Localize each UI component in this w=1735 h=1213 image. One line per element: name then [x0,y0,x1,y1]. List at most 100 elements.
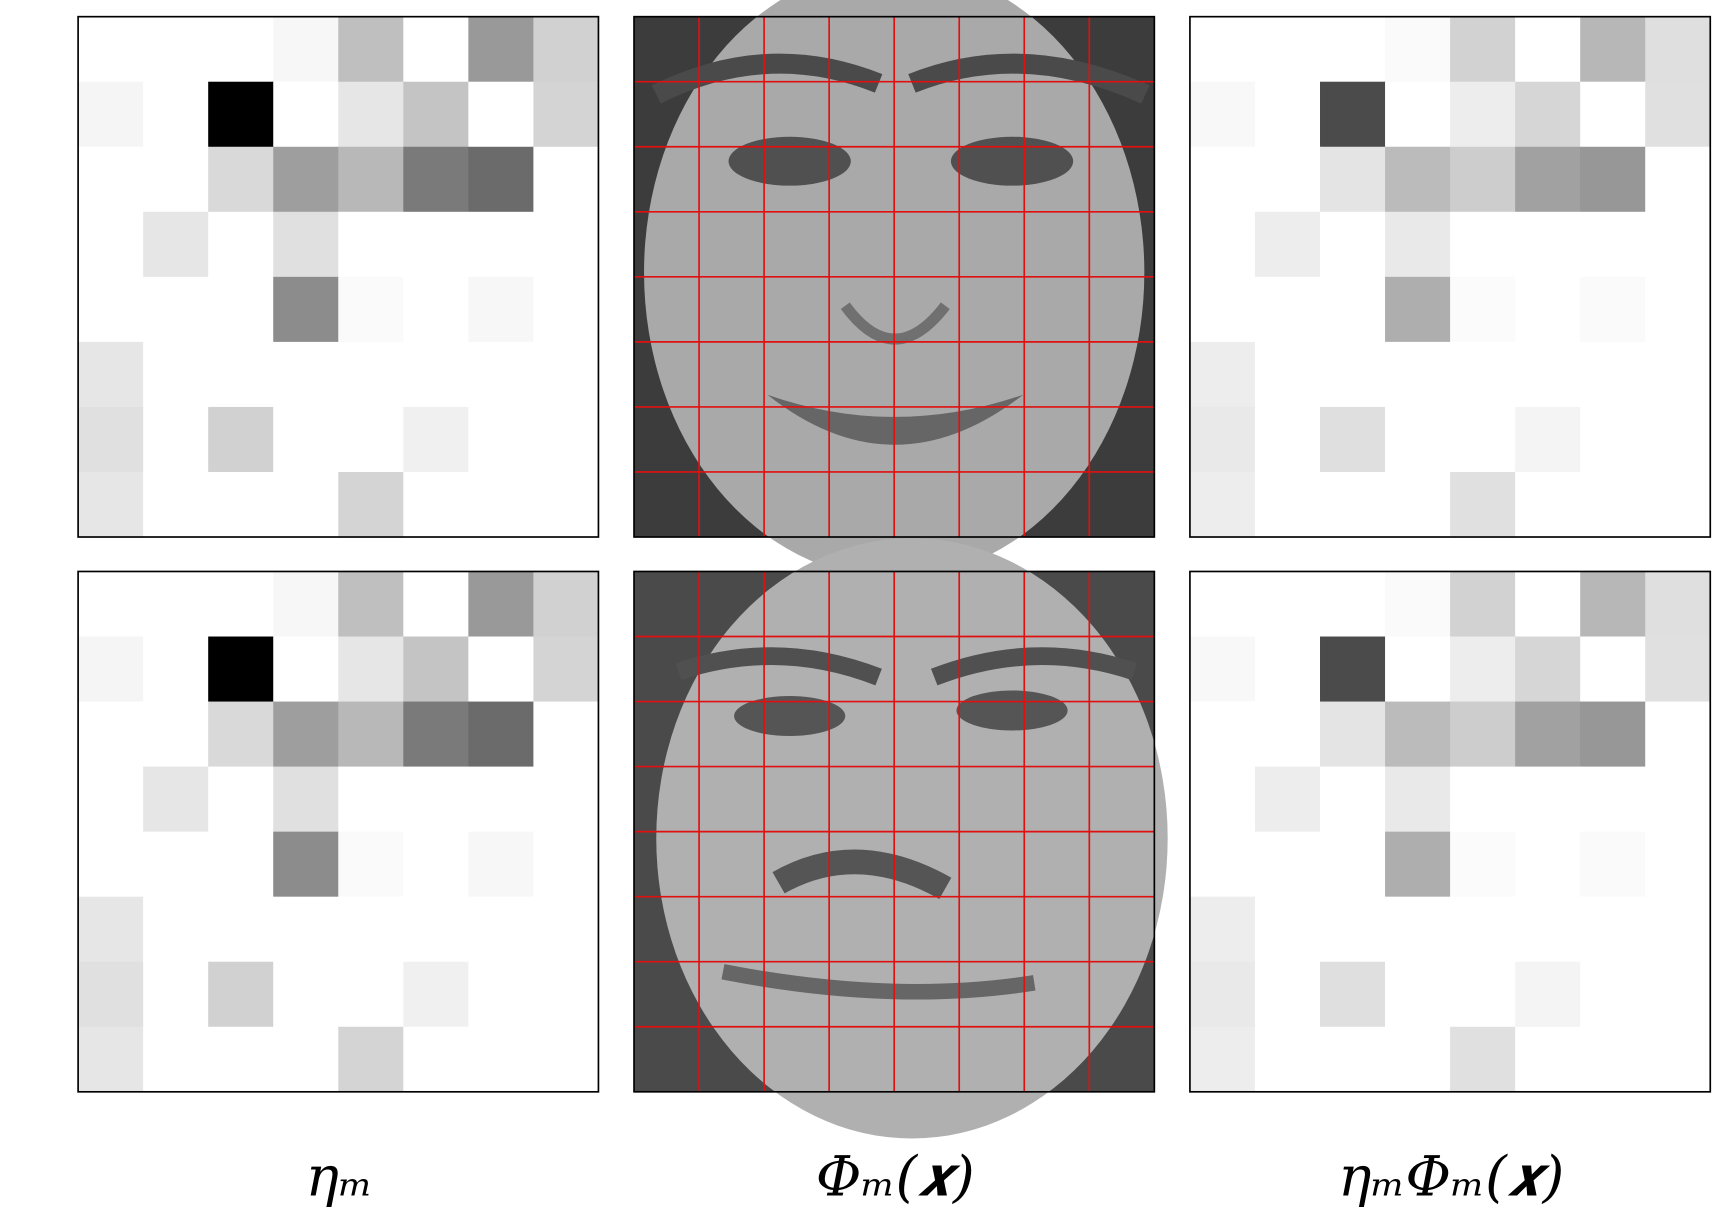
weight-cell [143,637,209,703]
product-cell [1385,472,1451,538]
product-cell [1645,277,1711,343]
weight-cell [208,962,274,1028]
product-cell [1580,17,1646,83]
weight-cell [533,342,599,408]
weight-cell [533,472,599,538]
product-cell [1515,472,1581,538]
weight-cell [468,962,534,1028]
weight-cell [338,571,404,637]
weight-cell [338,767,404,833]
product-cell [1255,472,1321,538]
weight-cell [468,767,534,833]
weight-cell [468,407,534,473]
weight-cell [273,1027,339,1093]
weight-cell [143,472,209,538]
product-cell [1580,767,1646,833]
weight-cell [143,1027,209,1093]
product-cell [1320,962,1386,1028]
weight-cell [468,571,534,637]
product-cell [1645,962,1711,1028]
product-cell [1255,702,1321,768]
weight-cell [208,17,274,83]
weight-cell [533,767,599,833]
product-cell [1190,832,1256,898]
weight-cell [78,212,144,278]
product-cell [1580,342,1646,408]
product-cell [1450,1027,1516,1093]
product-cell [1645,17,1711,83]
product-cell [1385,277,1451,343]
product-cell [1385,571,1451,637]
weight-cell [78,767,144,833]
product-cell [1190,147,1256,213]
product-cell [1515,277,1581,343]
product-cell [1255,82,1321,148]
product-cell [1580,702,1646,768]
product-cell [1385,702,1451,768]
product-cell [1645,1027,1711,1093]
product-cell [1450,702,1516,768]
product-cell [1450,571,1516,637]
product-cell [1255,212,1321,278]
product-cell [1515,767,1581,833]
weight-cell [143,962,209,1028]
weight-cell [208,407,274,473]
weight-cell [533,17,599,83]
weight-cell [533,637,599,703]
product-cell [1320,897,1386,963]
product-cell [1450,277,1516,343]
weight-cell [273,897,339,963]
product-cell [1580,82,1646,148]
weight-cell [78,1027,144,1093]
weight-cell [403,767,469,833]
weight-cell [468,342,534,408]
weight-cell [78,702,144,768]
product-cell [1450,342,1516,408]
weight-cell [403,147,469,213]
weight-cell [143,82,209,148]
weight-cell [338,832,404,898]
weight-cell [273,702,339,768]
product-cell [1385,82,1451,148]
product-cell [1385,147,1451,213]
weight-cell [78,637,144,703]
product-cell [1645,637,1711,703]
product-cell [1385,637,1451,703]
product-cell [1190,342,1256,408]
product-cell [1515,82,1581,148]
weight-cell [208,897,274,963]
product-cell [1190,472,1256,538]
product-cell [1580,637,1646,703]
weight-cell [78,82,144,148]
weight-cell [533,897,599,963]
weight-cell [468,1027,534,1093]
weight-cell [273,212,339,278]
product-cell [1255,637,1321,703]
product-cell [1320,832,1386,898]
product-cell [1320,17,1386,83]
weight-cell [143,571,209,637]
product-cell [1190,17,1256,83]
product-cell [1515,571,1581,637]
product-cell [1450,82,1516,148]
weight-cell [78,277,144,343]
weight-cell [78,832,144,898]
weight-cell [208,82,274,148]
product-cell [1645,897,1711,963]
product-cell [1385,342,1451,408]
product-cell [1190,82,1256,148]
figure: ηₘ Φₘ(𝒙) ηₘΦₘ(𝒙) [0,0,1735,1213]
product-cell [1645,82,1711,148]
weight-cell [403,212,469,278]
weight-cell [78,407,144,473]
weight-cell [78,571,144,637]
product-cell [1450,767,1516,833]
weight-cell [338,1027,404,1093]
weight-cell [338,962,404,1028]
product-cell [1255,147,1321,213]
product-cell [1450,17,1516,83]
product-cell [1255,17,1321,83]
weight-cell [143,767,209,833]
product-cell [1645,407,1711,473]
product-cell [1450,472,1516,538]
